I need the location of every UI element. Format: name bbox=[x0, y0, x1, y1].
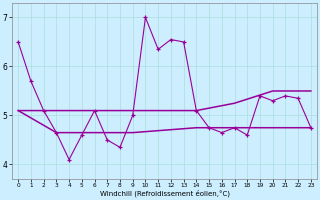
X-axis label: Windchill (Refroidissement éolien,°C): Windchill (Refroidissement éolien,°C) bbox=[100, 190, 229, 197]
